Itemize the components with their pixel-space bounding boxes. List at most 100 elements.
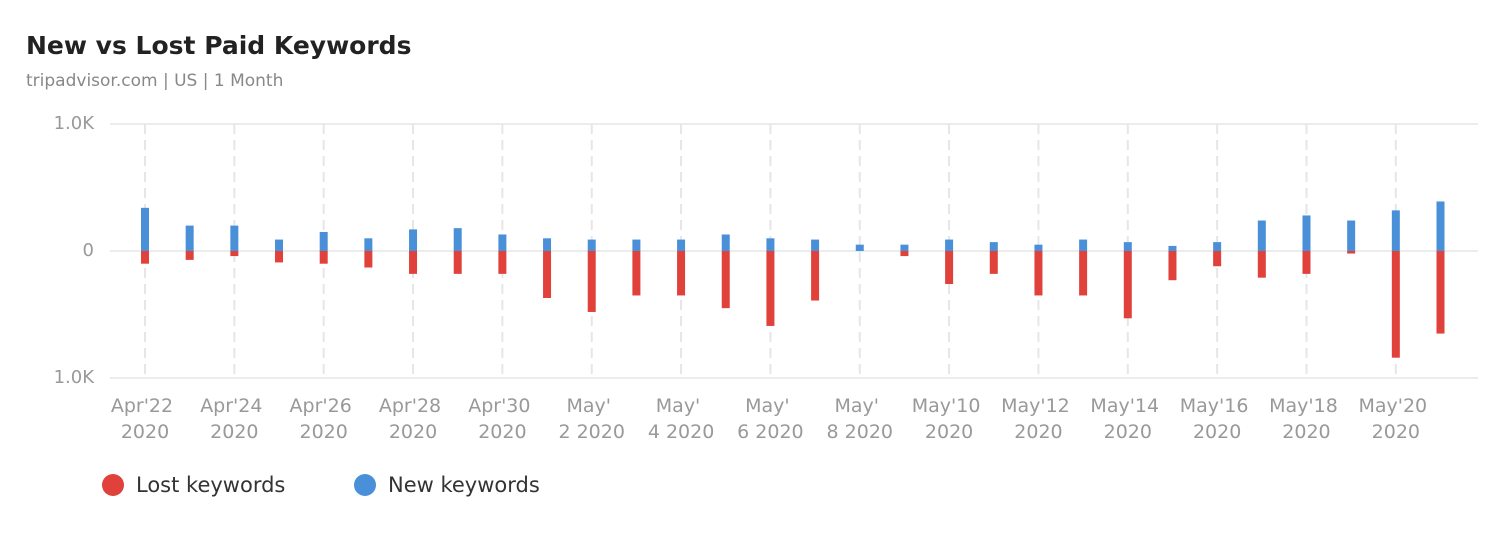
x-tick-label: Apr'28 2020 [379,395,447,443]
x-tick-label-line: May'10 [912,395,987,417]
legend-label: Lost keywords [136,473,285,497]
x-tick-label-line: May' [745,395,796,417]
x-tick-label: May' 8 2020 [827,395,893,443]
bar [1302,251,1311,274]
bar [319,251,328,264]
bar [1168,251,1177,281]
bar [409,229,418,251]
y-tick-label: 0 [83,240,94,261]
bar [766,238,775,251]
bar [543,238,552,251]
bar [409,251,418,274]
x-tick-label-line: 2020 [925,421,973,443]
bar [587,239,596,251]
x-tick-label: Apr'26 2020 [290,395,358,443]
x-tick-label-line: Apr'24 [200,395,268,417]
bar [275,251,284,263]
bar [632,239,641,251]
x-tick-label-line: May' [834,395,885,417]
legend-marker [354,474,376,496]
x-tick-label-line: 2020 [210,421,258,443]
bar [1079,251,1088,296]
bar [1391,251,1400,358]
x-tick-label: May'10 2020 [912,395,987,443]
bar [498,234,507,251]
x-tick-label-line: May'20 [1358,395,1433,417]
bar [1123,251,1132,319]
x-tick-label-line: 2020 [1014,421,1062,443]
bar [1034,244,1043,251]
x-tick-label: May'12 2020 [1001,395,1076,443]
bar [1213,251,1222,267]
legend-marker [102,474,124,496]
x-tick-label-line: May'16 [1180,395,1255,417]
bar [1257,251,1266,278]
bar [364,251,373,268]
x-tick-label-line: Apr'30 [468,395,536,417]
bar [811,239,820,251]
bar [945,251,954,285]
x-tick-label: May'14 2020 [1090,395,1165,443]
bar [498,251,507,274]
x-tick-label: May'18 2020 [1269,395,1344,443]
x-tick-label: May' 6 2020 [737,395,803,443]
bar [900,244,909,251]
bar [185,225,194,251]
bar [319,231,328,251]
bar [1302,215,1311,251]
bar [1079,239,1088,251]
x-tick-label: Apr'30 2020 [468,395,536,443]
x-tick-label-line: Apr'28 [379,395,447,417]
bar [1436,201,1445,251]
x-tick-label-line: May'12 [1001,395,1076,417]
x-tick-label-line: 2 2020 [558,421,624,443]
x-tick-label-line: 4 2020 [648,421,714,443]
bar [1391,210,1400,251]
x-tick-label: May' 4 2020 [648,395,714,443]
bar [1347,220,1356,251]
y-tick-label: 1.0K [54,113,96,134]
bar [945,239,954,251]
bar [230,225,239,251]
x-tick-label-line: 2020 [389,421,437,443]
chart-title: New vs Lost Paid Keywords [26,31,411,60]
x-tick-label-line: May' [566,395,617,417]
x-tick-label-line: Apr'22 [111,395,179,417]
bar [141,251,149,264]
bar [543,251,552,298]
bar [1213,242,1222,251]
bar [141,207,149,251]
bar [587,251,596,312]
bar [453,251,462,274]
x-tick-label-line: 8 2020 [827,421,893,443]
chart-subtitle: tripadvisor.com | US | 1 Month [26,71,283,91]
x-tick-label-line: 2020 [478,421,526,443]
x-tick-label-line: 2020 [1372,421,1420,443]
bar [989,251,998,274]
x-tick-label: May'16 2020 [1180,395,1255,443]
x-tick-label: May' 2 2020 [558,395,624,443]
bar [1034,251,1043,296]
bar [677,251,686,296]
bar [900,251,909,257]
bar [989,242,998,251]
bar [1347,251,1356,254]
bar [632,251,641,296]
x-tick-label-line: 2020 [1193,421,1241,443]
bar [230,251,239,257]
x-tick-label: May'20 2020 [1358,395,1433,443]
y-tick-label: 1.0K [54,367,96,388]
bar [677,239,686,251]
bar [721,251,730,309]
bar [1123,242,1132,251]
bar [275,239,284,251]
bar [1168,245,1177,251]
x-tick-label-line: 2020 [121,421,169,443]
x-tick-label-line: 6 2020 [737,421,803,443]
x-tick-label: Apr'24 2020 [200,395,268,443]
bar [766,251,775,326]
x-tick-label-line: 2020 [1104,421,1152,443]
bar [811,251,820,301]
bar [453,228,462,251]
bar [185,251,194,260]
